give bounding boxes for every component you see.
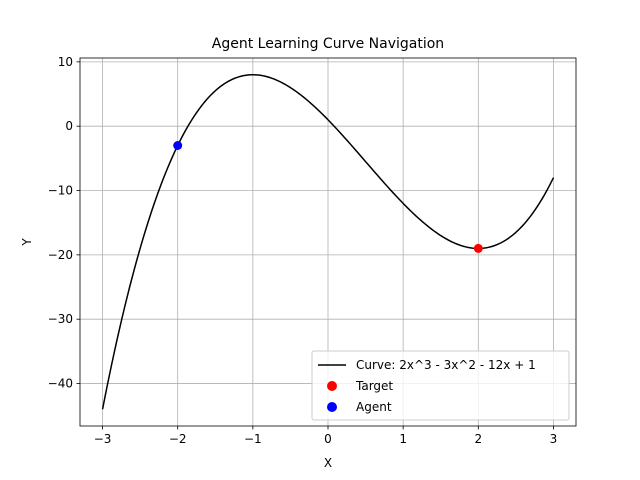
point-agent — [173, 140, 183, 150]
x-tick-label: −1 — [244, 432, 262, 446]
legend-marker-target — [327, 381, 337, 391]
y-tick-label: −20 — [48, 248, 73, 262]
legend-box — [311, 350, 570, 421]
y-tick-label: −40 — [48, 377, 73, 391]
x-tick-label: 2 — [474, 432, 482, 446]
x-tick-label: 0 — [324, 432, 332, 446]
x-tick-label: −2 — [169, 432, 187, 446]
y-tick-label: −10 — [48, 184, 73, 198]
y-axis-label: Y — [20, 238, 34, 247]
grid — [80, 58, 576, 426]
y-tick-label: −30 — [48, 312, 73, 326]
chart-title: Agent Learning Curve Navigation — [212, 36, 444, 52]
legend-label-curve: Curve: 2x^3 - 3x^2 - 12x + 1 — [356, 358, 536, 372]
x-tick-label: −3 — [94, 432, 112, 446]
series-points — [173, 140, 483, 253]
y-tick-label: 10 — [58, 55, 73, 69]
legend: Curve: 2x^3 - 3x^2 - 12x + 1 Target Agen… — [311, 350, 570, 421]
point-target — [473, 243, 483, 253]
y-tick-label: 0 — [65, 119, 73, 133]
x-axis-label: X — [324, 456, 332, 470]
legend-label-target: Target — [355, 379, 393, 393]
x-tick-label: 3 — [550, 432, 558, 446]
x-tick-label: 1 — [399, 432, 407, 446]
legend-marker-agent — [327, 402, 337, 412]
legend-label-agent: Agent — [356, 400, 392, 414]
